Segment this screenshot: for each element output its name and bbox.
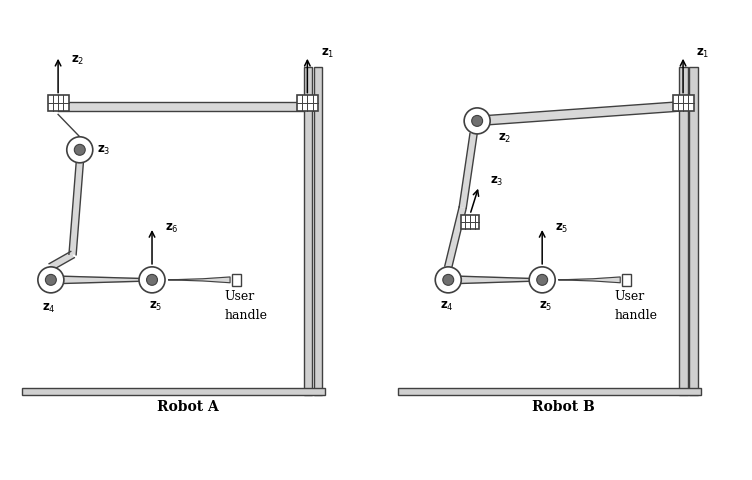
- Circle shape: [139, 267, 165, 293]
- Bar: [22, 388, 326, 396]
- Polygon shape: [461, 276, 529, 284]
- Bar: [297, 96, 318, 111]
- Text: $\mathbf{z}_2$: $\mathbf{z}_2$: [71, 54, 85, 67]
- Polygon shape: [459, 134, 477, 209]
- Circle shape: [472, 116, 483, 127]
- Text: $\mathbf{z}_6$: $\mathbf{z}_6$: [165, 221, 179, 235]
- Polygon shape: [69, 163, 83, 255]
- Polygon shape: [58, 103, 304, 112]
- Text: Robot A: Robot A: [157, 399, 219, 413]
- Circle shape: [443, 275, 453, 286]
- Circle shape: [529, 267, 555, 293]
- Bar: [680, 68, 687, 396]
- Text: $\mathbf{z}_5$: $\mathbf{z}_5$: [555, 221, 569, 235]
- Bar: [47, 96, 68, 111]
- Text: handle: handle: [614, 308, 657, 321]
- Circle shape: [38, 267, 64, 293]
- Bar: [672, 96, 693, 111]
- Circle shape: [537, 275, 547, 286]
- Circle shape: [464, 108, 490, 134]
- Circle shape: [67, 137, 92, 164]
- Text: User: User: [614, 289, 644, 302]
- Text: $\mathbf{z}_4$: $\mathbf{z}_4$: [440, 300, 453, 313]
- Circle shape: [147, 275, 157, 286]
- Text: $\mathbf{z}_3$: $\mathbf{z}_3$: [490, 175, 504, 188]
- Text: $\mathbf{z}_3$: $\mathbf{z}_3$: [96, 144, 110, 157]
- Text: $\mathbf{z}_5$: $\mathbf{z}_5$: [539, 300, 553, 313]
- Bar: [314, 68, 322, 396]
- Polygon shape: [168, 277, 230, 283]
- Text: $\mathbf{z}_2$: $\mathbf{z}_2$: [498, 132, 511, 144]
- Text: $\mathbf{z}_1$: $\mathbf{z}_1$: [320, 47, 334, 60]
- Text: handle: handle: [224, 308, 267, 321]
- Text: $\mathbf{z}_4$: $\mathbf{z}_4$: [42, 301, 56, 314]
- Circle shape: [45, 275, 56, 286]
- Bar: [232, 275, 241, 286]
- Text: $\mathbf{z}_5$: $\mathbf{z}_5$: [149, 300, 162, 313]
- Polygon shape: [477, 103, 680, 126]
- Polygon shape: [444, 207, 466, 268]
- Circle shape: [74, 145, 85, 156]
- Bar: [304, 68, 312, 396]
- Bar: [690, 68, 698, 396]
- Polygon shape: [49, 252, 74, 270]
- Bar: [622, 275, 631, 286]
- Polygon shape: [64, 276, 139, 284]
- Polygon shape: [559, 277, 620, 283]
- Text: $\mathbf{z}_1$: $\mathbf{z}_1$: [696, 47, 710, 60]
- Text: Robot B: Robot B: [532, 399, 596, 413]
- Bar: [398, 388, 701, 396]
- Text: User: User: [224, 289, 254, 302]
- Bar: [460, 216, 479, 230]
- Circle shape: [435, 267, 461, 293]
